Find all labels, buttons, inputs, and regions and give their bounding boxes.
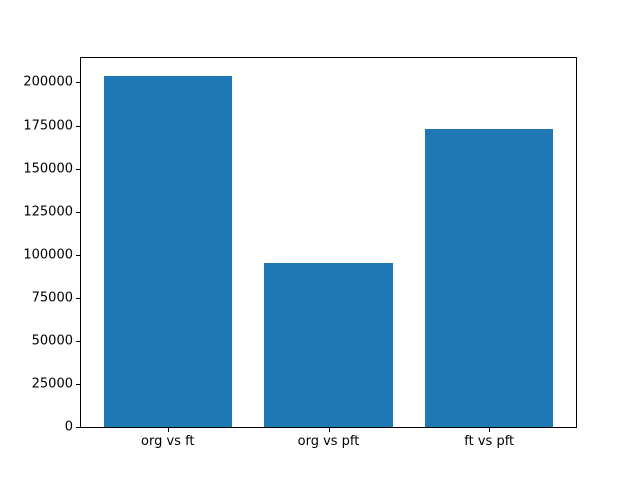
y-tick-label: 200000 <box>23 74 73 90</box>
y-axis-tick <box>76 168 80 170</box>
x-axis-tick <box>167 428 169 432</box>
y-axis-tick <box>76 340 80 342</box>
y-tick-label: 25000 <box>31 376 73 392</box>
y-axis-tick <box>76 82 80 84</box>
bar-org-vs-pft <box>264 263 393 427</box>
x-tick-label: org vs ft <box>141 434 195 449</box>
y-axis-tick <box>76 297 80 299</box>
y-tick-label: 100000 <box>23 247 73 263</box>
bar-ft-vs-pft <box>424 128 554 427</box>
x-axis-tick <box>328 428 330 432</box>
y-tick-label: 125000 <box>23 204 73 220</box>
y-axis-tick <box>76 125 80 127</box>
y-tick-label: 150000 <box>23 161 73 177</box>
y-tick-label: 175000 <box>23 118 73 134</box>
y-tick-label: 50000 <box>31 333 73 349</box>
y-axis-tick <box>76 254 80 256</box>
x-tick-label: org vs pft <box>297 434 360 449</box>
bar-org-vs-ft <box>103 75 233 427</box>
x-tick-label: ft vs pft <box>464 434 515 449</box>
y-axis-tick <box>76 383 80 385</box>
y-tick-label: 0 <box>64 419 73 435</box>
plot-area: org vs ft org vs pft ft vs pft 0 25000 50000 7… <box>23 57 577 448</box>
x-axis-tick <box>489 428 491 432</box>
y-axis-tick <box>76 211 80 213</box>
y-axis-tick <box>76 427 80 428</box>
y-tick-label: 75000 <box>31 290 73 306</box>
